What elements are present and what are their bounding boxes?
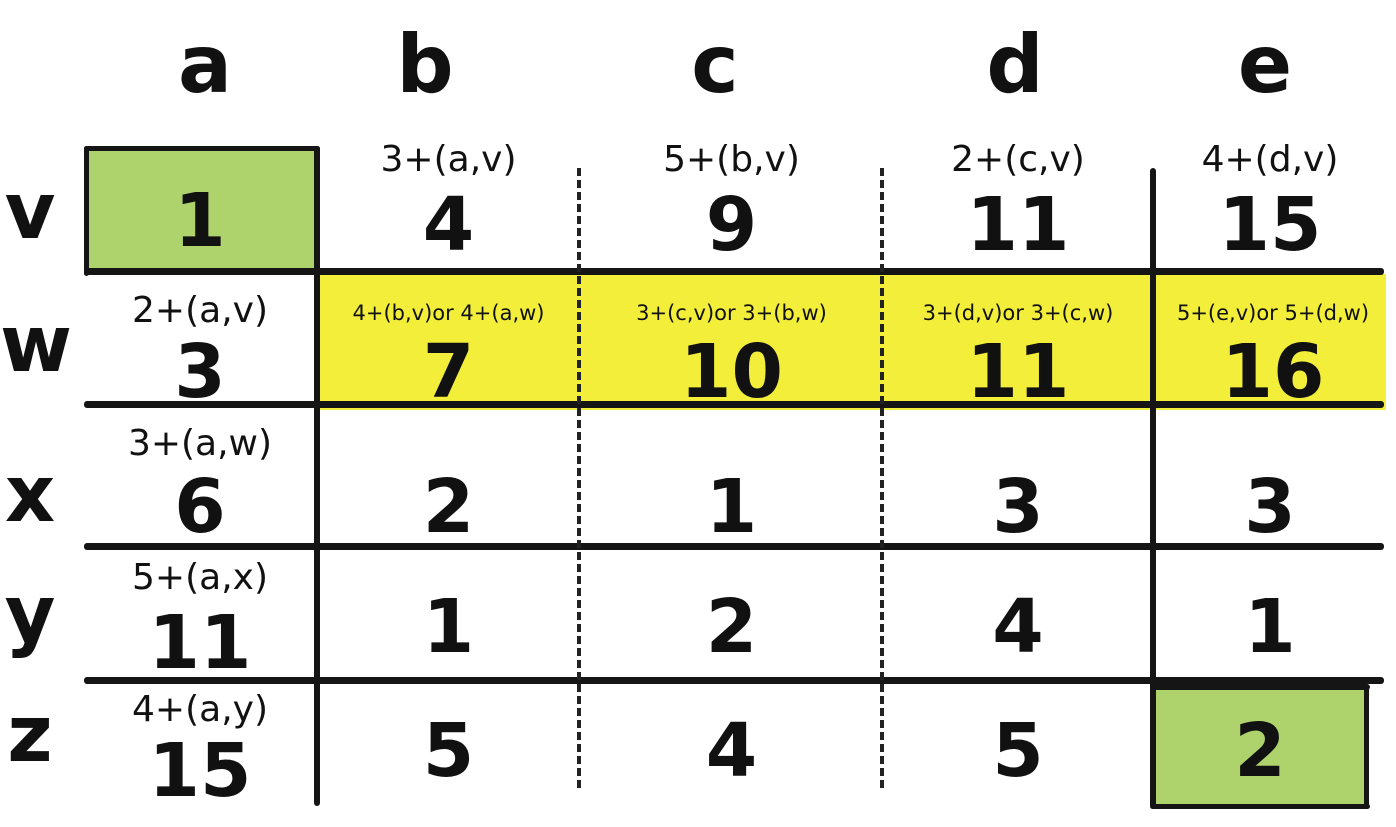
cell-value: 2 bbox=[705, 584, 758, 670]
grid-line-y-z bbox=[84, 677, 1384, 684]
cell-value: 5 bbox=[422, 708, 475, 794]
cell-value: 9 bbox=[705, 182, 758, 268]
end-cell-top-border bbox=[1150, 684, 1370, 690]
cell-e-x: 3 bbox=[1156, 408, 1384, 550]
cell-e-w: 5+(e,v)or 5+(d,w) 16 bbox=[1156, 275, 1390, 409]
cell-value: 2 bbox=[1234, 708, 1286, 794]
column-header-e: e bbox=[1237, 18, 1293, 111]
cell-value: 1 bbox=[1244, 584, 1296, 670]
cell-d-v: 2+(c,v) 11 bbox=[886, 130, 1150, 268]
cell-c-y: 2 bbox=[583, 550, 880, 677]
cell-value: 7 bbox=[422, 329, 475, 415]
cell-value: 3 bbox=[174, 329, 226, 415]
grid-line-w-x bbox=[84, 401, 1384, 408]
cell-value: 11 bbox=[966, 182, 1070, 268]
row-header-x: x bbox=[4, 450, 56, 540]
cell-value: 4 bbox=[705, 708, 758, 794]
cell-d-w: 3+(d,v)or 3+(c,w) 11 bbox=[886, 275, 1150, 409]
grid-line-x-y bbox=[84, 543, 1384, 550]
cell-note: 3+(c,v)or 3+(b,w) bbox=[636, 301, 827, 325]
cell-a-x: 3+(a,w) 6 bbox=[86, 408, 314, 550]
cell-value: 1 bbox=[705, 464, 758, 550]
grid-line-c-d bbox=[880, 168, 884, 788]
cell-note: 2+(c,v) bbox=[951, 139, 1085, 180]
cell-a-v: 1 bbox=[86, 148, 314, 268]
cell-c-z: 4 bbox=[583, 684, 880, 814]
cell-b-v: 3+(a,v) 4 bbox=[320, 130, 577, 268]
cell-value: 6 bbox=[174, 464, 226, 550]
column-header-c: c bbox=[691, 18, 739, 111]
cell-c-w: 3+(c,v)or 3+(b,w) 10 bbox=[583, 275, 880, 409]
column-header-b: b bbox=[396, 18, 454, 111]
cell-c-x: 1 bbox=[583, 408, 880, 550]
start-cell-top-border bbox=[84, 146, 320, 151]
column-header-d: d bbox=[986, 18, 1044, 111]
cell-d-x: 3 bbox=[886, 408, 1150, 550]
cell-note: 5+(e,v)or 5+(d,w) bbox=[1176, 301, 1370, 325]
row-w-highlight bbox=[320, 274, 1386, 410]
cell-value: 3 bbox=[1244, 464, 1296, 550]
cell-value: 15 bbox=[148, 728, 252, 814]
cell-value: 1 bbox=[422, 584, 475, 670]
cell-note: 3+(d,v)or 3+(c,w) bbox=[922, 301, 1114, 325]
cell-value: 16 bbox=[1221, 329, 1325, 415]
end-cell-highlight bbox=[1152, 688, 1368, 806]
cell-b-z: 5 bbox=[320, 684, 577, 814]
cell-note: 4+(d,v) bbox=[1201, 139, 1339, 180]
cell-b-y: 1 bbox=[320, 550, 577, 677]
cell-value: 10 bbox=[680, 329, 783, 415]
cell-note: 3+(a,w) bbox=[127, 423, 273, 464]
cell-d-y: 4 bbox=[886, 550, 1150, 677]
start-cell-left-border bbox=[84, 146, 89, 276]
cell-c-v: 5+(b,v) 9 bbox=[583, 130, 880, 268]
grid-line-d-e bbox=[1150, 168, 1156, 808]
cell-value: 4 bbox=[992, 584, 1044, 670]
cell-value: 11 bbox=[148, 600, 252, 686]
cell-a-z: 4+(a,y) 15 bbox=[86, 684, 314, 814]
cell-b-x: 2 bbox=[320, 408, 577, 550]
cell-note: 2+(a,v) bbox=[132, 290, 268, 331]
end-cell-bottom-border bbox=[1150, 804, 1370, 809]
start-cell-highlight bbox=[86, 148, 318, 274]
cell-e-y: 1 bbox=[1156, 550, 1384, 677]
cell-value: 1 bbox=[174, 178, 226, 264]
cell-note: 3+(a,v) bbox=[380, 139, 517, 180]
cell-value: 3 bbox=[992, 464, 1044, 550]
cell-value: 4 bbox=[422, 182, 475, 268]
row-header-v: v bbox=[4, 167, 56, 257]
cell-a-w: 2+(a,v) 3 bbox=[86, 275, 314, 410]
grid-line-b-c bbox=[577, 168, 581, 788]
cell-a-y: 5+(a,x) 11 bbox=[86, 550, 314, 686]
cell-value: 11 bbox=[966, 329, 1070, 415]
cell-e-z: 2 bbox=[1156, 690, 1364, 804]
cell-b-w: 4+(b,v)or 4+(a,w) 7 bbox=[320, 275, 577, 409]
cell-value: 2 bbox=[422, 464, 475, 550]
cell-value: 5 bbox=[992, 708, 1044, 794]
cell-value: 15 bbox=[1218, 182, 1322, 268]
cell-note: 4+(a,y) bbox=[132, 689, 268, 730]
row-header-w: w bbox=[0, 300, 73, 390]
end-cell-right-border bbox=[1364, 684, 1369, 808]
grid-line-a-b bbox=[314, 146, 320, 806]
grid-line-v-w bbox=[84, 268, 1384, 275]
row-header-z: z bbox=[7, 690, 53, 780]
cell-e-v: 4+(d,v) 15 bbox=[1156, 130, 1384, 268]
cell-note: 5+(b,v) bbox=[663, 139, 800, 180]
cell-note: 5+(a,x) bbox=[132, 557, 268, 598]
cell-d-z: 5 bbox=[886, 684, 1150, 814]
cell-note: 4+(b,v)or 4+(a,w) bbox=[352, 301, 545, 325]
column-header-a: a bbox=[178, 18, 232, 111]
row-header-y: y bbox=[4, 570, 56, 660]
